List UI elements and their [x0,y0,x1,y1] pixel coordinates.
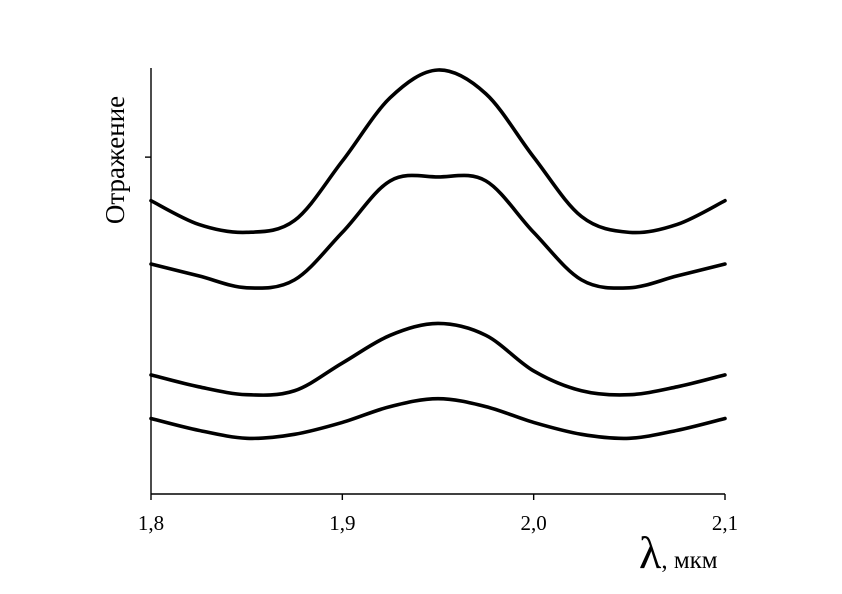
reflection-curve-3 [149,321,727,397]
x-tick-label: 1,9 [329,511,355,535]
axes [150,68,725,495]
reflection-curve-4 [149,396,727,441]
reflection-curve-1 [149,68,727,235]
x-axis-label: λ, мкм [639,527,718,578]
x-tick-label: 2,0 [521,511,547,535]
y-axis-label: Отражение [100,96,130,224]
x-axis-label-unit: , мкм [661,547,717,574]
curves [149,68,727,441]
x-axis-label-symbol: λ [639,527,662,578]
reflection-curve-2 [149,173,727,290]
x-tick-label: 1,8 [138,511,164,535]
x-tick-label: 2,1 [712,511,738,535]
ticks: 1,8 1,9 2,0 2,1 [138,156,738,535]
